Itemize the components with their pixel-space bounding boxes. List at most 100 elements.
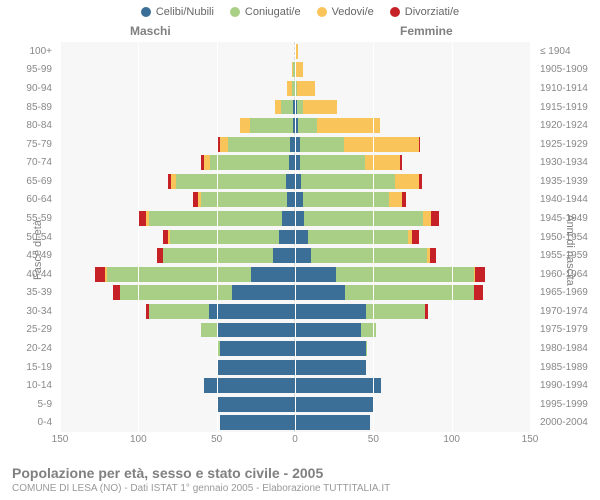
bar-segment: [107, 267, 251, 282]
bar-male: [157, 248, 295, 263]
bar-segment: [282, 211, 295, 226]
bar-segment: [149, 304, 209, 319]
plot-area: [60, 42, 530, 432]
bar-segment: [217, 323, 295, 338]
bar-segment: [301, 174, 395, 189]
bar-segment: [298, 118, 317, 133]
bar-segment: [209, 304, 295, 319]
bar-female: [295, 174, 422, 189]
age-label: 15-19: [0, 358, 56, 377]
bar-male: [220, 415, 295, 430]
legend: Celibi/NubiliConiugati/eVedovi/eDivorzia…: [0, 0, 600, 20]
bar-segment: [423, 211, 431, 226]
bar-female: [295, 285, 483, 300]
bar-male: [163, 230, 295, 245]
bar-segment: [286, 174, 295, 189]
age-label: 75-79: [0, 135, 56, 154]
bar-segment: [425, 304, 428, 319]
bar-segment: [336, 267, 474, 282]
bar-male: [217, 397, 295, 412]
grid-line: [452, 42, 453, 432]
x-tick-label: 0: [292, 434, 298, 445]
birth-label: 1945-1949: [536, 209, 598, 228]
bar-segment: [295, 267, 336, 282]
age-label: 10-14: [0, 376, 56, 395]
bar-segment: [163, 248, 273, 263]
birth-label: 1910-1914: [536, 79, 598, 98]
age-label: 0-4: [0, 414, 56, 433]
age-label: 85-89: [0, 98, 56, 117]
bar-segment: [295, 415, 370, 430]
bar-female: [295, 378, 381, 393]
bar-segment: [303, 192, 389, 207]
bar-female: [295, 415, 370, 430]
age-label: 45-49: [0, 246, 56, 265]
bar-male: [201, 155, 295, 170]
bar-segment: [210, 155, 288, 170]
bar-female: [295, 323, 376, 338]
grid-line: [60, 42, 61, 432]
y-left-labels: 100+95-9990-9485-8980-8475-7970-7465-696…: [0, 42, 56, 432]
bar-segment: [201, 192, 287, 207]
bar-male: [113, 285, 295, 300]
bar-segment: [287, 192, 295, 207]
bar-female: [295, 211, 439, 226]
bar-segment: [176, 174, 286, 189]
bar-segment: [311, 248, 427, 263]
age-label: 20-24: [0, 339, 56, 358]
bar-segment: [345, 285, 473, 300]
birth-label: 1925-1929: [536, 135, 598, 154]
birth-label: 1995-1999: [536, 395, 598, 414]
birth-label: 1920-1924: [536, 116, 598, 135]
bar-male: [204, 378, 295, 393]
bar-segment: [220, 137, 228, 152]
birth-label: 1965-1969: [536, 284, 598, 303]
bar-male: [218, 341, 295, 356]
legend-swatch: [230, 7, 240, 17]
bar-segment: [344, 137, 419, 152]
birth-label: ≤ 1904: [536, 42, 598, 61]
bar-segment: [295, 304, 366, 319]
bar-male: [95, 267, 296, 282]
age-label: 40-44: [0, 265, 56, 284]
x-tick-label: 100: [130, 434, 147, 445]
legend-swatch: [390, 7, 400, 17]
bar-segment: [281, 100, 294, 115]
birth-label: 2000-2004: [536, 414, 598, 433]
legend-swatch: [317, 7, 327, 17]
grid-line: [530, 42, 531, 432]
birth-label: 1955-1959: [536, 246, 598, 265]
bar-segment: [295, 211, 304, 226]
legend-label: Coniugati/e: [245, 6, 301, 18]
bar-segment: [232, 285, 295, 300]
chart-title: Popolazione per età, sesso e stato civil…: [12, 465, 588, 481]
bar-segment: [300, 137, 344, 152]
bar-segment: [228, 137, 291, 152]
bar-segment: [220, 415, 295, 430]
bar-segment: [201, 323, 217, 338]
bar-segment: [120, 285, 233, 300]
bar-male: [218, 137, 295, 152]
bar-segment: [395, 174, 419, 189]
x-tick-label: 100: [443, 434, 460, 445]
bar-segment: [295, 360, 366, 375]
bar-male: [240, 118, 295, 133]
bar-segment: [138, 211, 146, 226]
birth-label: 1980-1984: [536, 339, 598, 358]
bar-segment: [365, 155, 399, 170]
bar-segment: [297, 81, 316, 96]
bar-female: [295, 62, 303, 77]
bar-segment: [308, 230, 408, 245]
legend-item: Vedovi/e: [317, 6, 374, 18]
grid-line: [373, 42, 374, 432]
bar-female: [295, 248, 436, 263]
bar-male: [146, 304, 295, 319]
age-label: 30-34: [0, 302, 56, 321]
bar-segment: [419, 137, 421, 152]
birth-label: 1990-1994: [536, 376, 598, 395]
bar-male: [217, 360, 295, 375]
bar-female: [295, 192, 406, 207]
bar-segment: [279, 230, 295, 245]
x-tick-label: 150: [522, 434, 539, 445]
birth-label: 1960-1964: [536, 265, 598, 284]
